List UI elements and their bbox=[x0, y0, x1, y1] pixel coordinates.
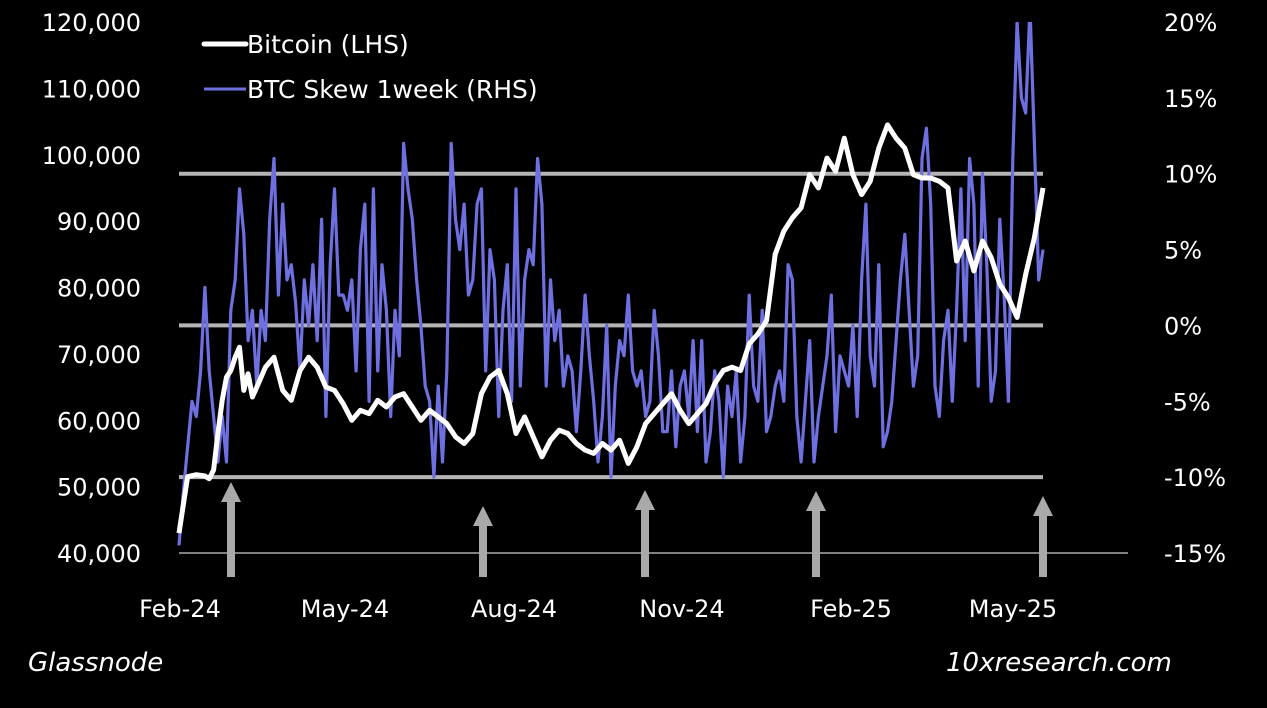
arrow-up-icon bbox=[1033, 496, 1053, 577]
right-axis-tick: -15% bbox=[1164, 540, 1226, 568]
x-axis-tick: May-24 bbox=[301, 595, 389, 623]
right-axis-tick: 15% bbox=[1164, 85, 1217, 113]
x-axis-tick: Aug-24 bbox=[471, 595, 557, 623]
x-axis-tick: Feb-24 bbox=[139, 595, 221, 623]
left-axis-tick: 60,000 bbox=[57, 407, 141, 435]
right-axis-ticks: 20% 15% 10% 5% 0% -5% -10% -15% bbox=[1164, 9, 1226, 568]
left-axis-tick: 80,000 bbox=[57, 275, 141, 303]
left-axis-tick: 40,000 bbox=[57, 540, 141, 568]
legend-label-skew: BTC Skew 1week (RHS) bbox=[247, 75, 538, 104]
source-label-glassnode: Glassnode bbox=[28, 648, 164, 678]
x-axis-ticks: Feb-24 May-24 Aug-24 Nov-24 Feb-25 May-25 bbox=[139, 595, 1057, 623]
right-axis-tick: -5% bbox=[1164, 388, 1211, 416]
skew-series-line bbox=[177, 22, 1045, 546]
arrow-up-icon bbox=[635, 490, 655, 577]
x-axis-tick: Feb-25 bbox=[810, 595, 892, 623]
x-axis-tick: Nov-24 bbox=[639, 595, 724, 623]
left-axis-tick: 90,000 bbox=[57, 208, 141, 236]
left-axis-ticks: 120,000 110,000 100,000 90,000 80,000 70,000 6… bbox=[42, 9, 141, 568]
right-axis-tick: 5% bbox=[1164, 237, 1202, 265]
arrow-markers bbox=[221, 482, 1053, 577]
arrow-up-icon bbox=[473, 506, 493, 577]
left-axis-tick: 120,000 bbox=[42, 9, 141, 37]
x-axis-tick: May-25 bbox=[969, 595, 1057, 623]
bitcoin-series-line bbox=[176, 122, 1046, 534]
arrow-up-icon bbox=[221, 482, 241, 577]
left-axis-tick: 110,000 bbox=[42, 75, 141, 103]
source-label-10xresearch: 10xresearch.com bbox=[946, 648, 1172, 678]
left-axis-tick: 100,000 bbox=[42, 142, 141, 170]
legend: Bitcoin (LHS) BTC Skew 1week (RHS) bbox=[201, 30, 538, 104]
legend-label-bitcoin: Bitcoin (LHS) bbox=[247, 30, 409, 59]
left-axis-tick: 70,000 bbox=[57, 341, 141, 369]
right-axis-tick: 10% bbox=[1164, 161, 1217, 189]
arrow-up-icon bbox=[806, 491, 826, 577]
right-axis-tick: 20% bbox=[1164, 9, 1217, 37]
right-axis-tick: 0% bbox=[1164, 312, 1202, 340]
right-axis-tick: -10% bbox=[1164, 464, 1226, 492]
left-axis-tick: 50,000 bbox=[57, 474, 141, 502]
